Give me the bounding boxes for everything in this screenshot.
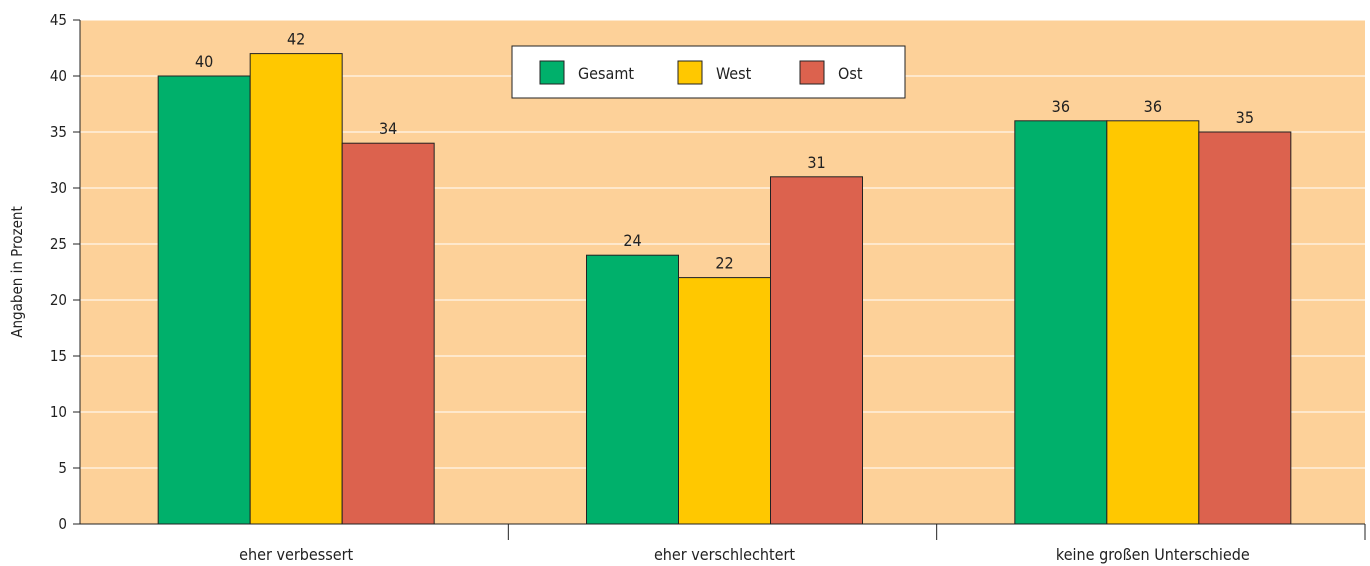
y-tick-label: 35 bbox=[50, 123, 67, 141]
y-axis-title: Angaben in Prozent bbox=[8, 206, 26, 338]
data-label: 36 bbox=[1052, 97, 1070, 116]
data-label: 35 bbox=[1236, 108, 1254, 127]
y-tick-label: 10 bbox=[50, 403, 67, 421]
bar-gesamt bbox=[586, 254, 679, 525]
y-tick-label: 40 bbox=[50, 67, 67, 85]
y-tick-label: 15 bbox=[50, 347, 67, 365]
legend-swatch-gesamt bbox=[539, 60, 565, 85]
y-tick-label: 5 bbox=[58, 459, 67, 477]
legend-swatch-west bbox=[677, 60, 703, 85]
data-label: 42 bbox=[287, 30, 305, 49]
bar-gesamt bbox=[1014, 120, 1108, 525]
legend-box bbox=[511, 45, 906, 99]
data-label: 31 bbox=[807, 153, 825, 172]
bar-west bbox=[249, 53, 343, 525]
bars bbox=[157, 53, 1292, 525]
data-label: 34 bbox=[379, 119, 397, 138]
bar-gesamt bbox=[157, 75, 251, 525]
x-category-label: eher verschlechtert bbox=[654, 545, 795, 564]
y-tick-label: 0 bbox=[58, 515, 67, 533]
legend: Gesamt West Ost bbox=[511, 45, 906, 99]
y-tick-label: 30 bbox=[50, 179, 67, 197]
bar-ost bbox=[1198, 131, 1292, 525]
bar-ost bbox=[770, 176, 863, 525]
bar-west bbox=[1106, 120, 1200, 525]
data-label: 24 bbox=[623, 231, 641, 250]
legend-label: West bbox=[716, 64, 752, 83]
data-label: 40 bbox=[195, 52, 213, 71]
bar-ost bbox=[341, 142, 435, 525]
data-labels: 40 42 34 24 22 31 36 36 35 bbox=[195, 30, 1254, 273]
data-label: 36 bbox=[1144, 97, 1162, 116]
bar-west bbox=[678, 277, 771, 525]
legend-label: Ost bbox=[838, 64, 863, 83]
legend-label: Gesamt bbox=[578, 64, 634, 83]
x-category-label: eher verbessert bbox=[239, 545, 353, 564]
axes: 0 5 10 15 20 25 30 35 40 45 eher verbessert eher ve… bbox=[50, 11, 1366, 564]
legend-swatch-ost bbox=[799, 60, 825, 85]
data-label: 22 bbox=[715, 254, 733, 273]
y-tick-label: 20 bbox=[50, 291, 67, 309]
y-tick-label: 25 bbox=[50, 235, 67, 253]
y-tick-label: 45 bbox=[50, 11, 67, 29]
x-category-label: keine großen Unterschiede bbox=[1056, 545, 1250, 564]
